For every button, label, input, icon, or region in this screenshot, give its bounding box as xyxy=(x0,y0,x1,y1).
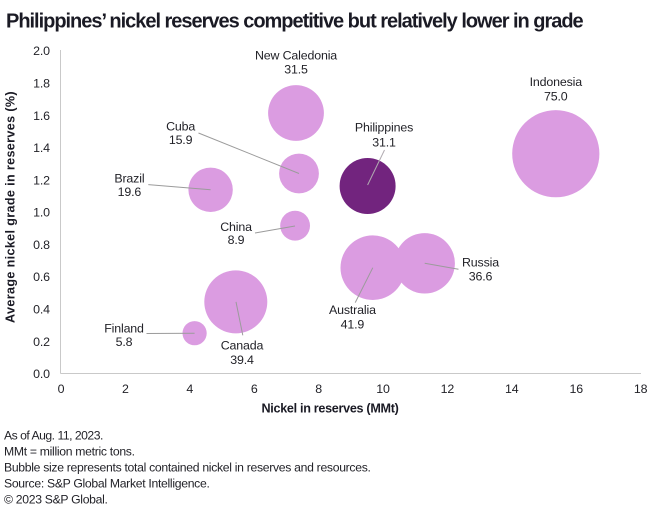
svg-text:0.0: 0.0 xyxy=(33,367,50,381)
svg-text:Bubble size represents total c: Bubble size represents total contained n… xyxy=(4,461,371,475)
svg-text:Canada: Canada xyxy=(221,339,264,353)
svg-text:Indonesia: Indonesia xyxy=(530,75,583,89)
svg-text:0.2: 0.2 xyxy=(33,335,50,349)
svg-text:16: 16 xyxy=(569,382,583,396)
svg-text:© 2023 S&P Global.: © 2023 S&P Global. xyxy=(4,492,108,506)
svg-text:8: 8 xyxy=(315,382,322,396)
svg-text:Philippines’ nickel reserves c: Philippines’ nickel reserves competitive… xyxy=(6,11,584,33)
svg-text:2: 2 xyxy=(122,382,129,396)
svg-text:Finland: Finland xyxy=(104,321,144,335)
svg-text:0.6: 0.6 xyxy=(33,270,50,284)
svg-text:1.2: 1.2 xyxy=(33,173,50,187)
svg-text:0.8: 0.8 xyxy=(33,238,50,252)
svg-text:1.0: 1.0 xyxy=(33,206,50,220)
svg-text:31.1: 31.1 xyxy=(372,135,396,149)
svg-text:Brazil: Brazil xyxy=(114,172,144,186)
svg-text:Cuba: Cuba xyxy=(166,120,195,134)
svg-text:15.9: 15.9 xyxy=(169,133,193,147)
svg-text:36.6: 36.6 xyxy=(469,269,493,283)
svg-text:19.6: 19.6 xyxy=(118,185,142,199)
svg-text:Russia: Russia xyxy=(462,256,499,270)
svg-text:75.0: 75.0 xyxy=(544,89,568,103)
svg-text:As of Aug. 11, 2023.: As of Aug. 11, 2023. xyxy=(4,429,103,443)
svg-text:Nickel in reserves (MMt): Nickel in reserves (MMt) xyxy=(262,401,399,415)
svg-text:10: 10 xyxy=(376,382,390,396)
svg-text:1.6: 1.6 xyxy=(33,109,50,123)
svg-text:Source: S&P Global Market Inte: Source: S&P Global Market Intelligence. xyxy=(4,476,210,490)
svg-text:Philippines: Philippines xyxy=(355,120,413,134)
svg-text:0.4: 0.4 xyxy=(33,303,50,317)
svg-text:Australia: Australia xyxy=(329,303,376,317)
svg-text:New Caledonia: New Caledonia xyxy=(255,49,337,63)
svg-text:41.9: 41.9 xyxy=(341,317,365,331)
svg-text:39.4: 39.4 xyxy=(230,353,254,367)
svg-text:6: 6 xyxy=(251,382,258,396)
svg-text:1.4: 1.4 xyxy=(33,141,50,155)
svg-text:8.9: 8.9 xyxy=(228,233,245,247)
svg-text:5.8: 5.8 xyxy=(116,335,133,349)
svg-text:1.8: 1.8 xyxy=(33,77,50,91)
svg-text:4: 4 xyxy=(186,382,193,396)
svg-text:2.0: 2.0 xyxy=(33,44,50,58)
svg-text:14: 14 xyxy=(505,382,519,396)
svg-text:18: 18 xyxy=(634,382,648,396)
svg-text:12: 12 xyxy=(441,382,455,396)
svg-text:MMt = million metric tons.: MMt = million metric tons. xyxy=(4,445,135,459)
svg-text:31.5: 31.5 xyxy=(284,63,308,77)
svg-text:China: China xyxy=(220,220,252,234)
svg-text:0: 0 xyxy=(58,382,65,396)
svg-text:Average nickel grade in reserv: Average nickel grade in reserves (%) xyxy=(4,91,18,323)
